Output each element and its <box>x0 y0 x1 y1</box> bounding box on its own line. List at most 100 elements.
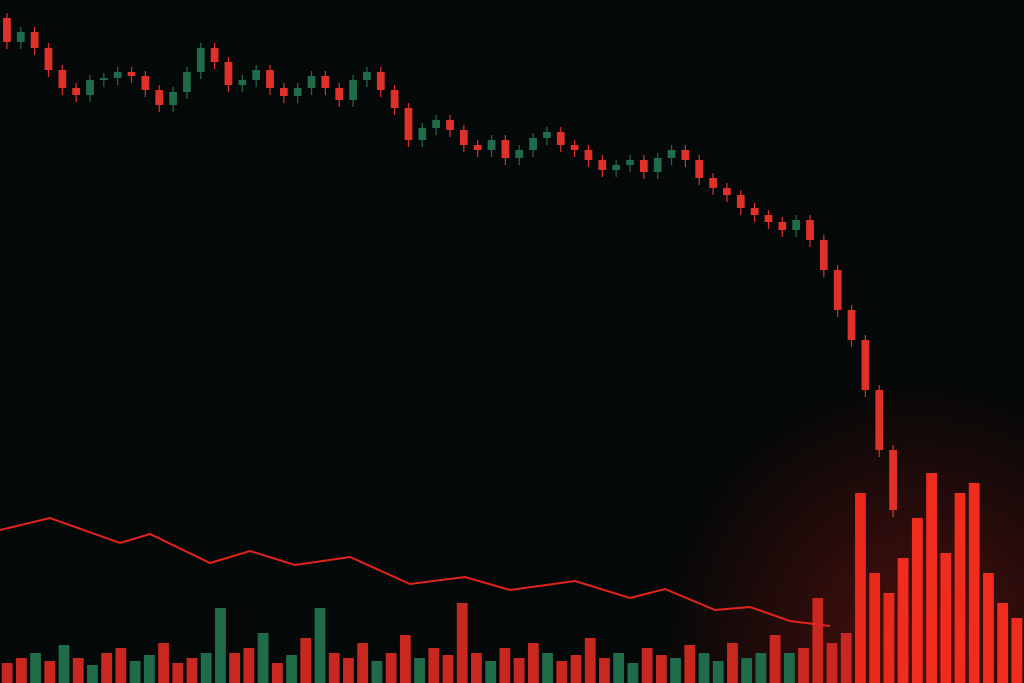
candle-body <box>667 150 676 158</box>
volume-bar <box>997 603 1009 683</box>
candle-body <box>307 76 316 88</box>
volume-bar <box>983 573 994 683</box>
candle-body <box>626 160 634 165</box>
candle-body <box>806 220 814 240</box>
volume-bar <box>229 653 241 683</box>
volume-bar <box>627 663 639 683</box>
candle-body <box>570 145 579 150</box>
volume-bar <box>485 661 497 683</box>
volume-bar <box>115 648 127 683</box>
candle-body <box>695 160 704 178</box>
volume-bar <box>399 635 411 683</box>
volume-bar <box>727 643 738 683</box>
candle-body <box>612 165 621 170</box>
candle-body <box>210 48 219 62</box>
candle-body <box>750 208 759 215</box>
candle-body <box>293 88 302 96</box>
volume-bar <box>58 645 70 683</box>
volume-bar <box>44 661 56 683</box>
candle-body <box>376 72 385 90</box>
volume-bar <box>911 518 923 683</box>
volume-bar <box>1 663 13 683</box>
volume-bar <box>143 655 155 683</box>
candle-body <box>113 72 122 78</box>
volume-bar <box>840 633 852 683</box>
volume-bar <box>556 661 568 683</box>
volume-bar <box>513 658 525 683</box>
volume-bar <box>783 653 795 683</box>
volume-bar <box>755 653 767 683</box>
candle-body <box>183 72 191 92</box>
volume-bar <box>897 558 909 683</box>
candle-body <box>58 70 67 88</box>
candle-body <box>764 215 773 222</box>
volume-bar <box>200 653 212 683</box>
volume-bar <box>584 638 596 683</box>
volume-bar <box>343 658 354 683</box>
candle-body <box>363 72 371 80</box>
candle-body <box>889 450 897 510</box>
candle-body <box>861 340 870 390</box>
volume-bar <box>215 608 226 683</box>
volume-bar <box>442 655 454 683</box>
candle-body <box>501 140 510 158</box>
volume-bar <box>613 653 625 683</box>
volume-bar <box>812 598 824 683</box>
candle-body <box>598 160 607 170</box>
volume-bar <box>87 665 98 683</box>
candle-body <box>875 390 884 450</box>
volume-bar <box>940 553 952 683</box>
candle-body <box>238 80 247 85</box>
candle-body <box>266 70 274 88</box>
volume-bar <box>414 658 425 683</box>
candle-body <box>847 310 856 340</box>
candle-body <box>487 140 496 150</box>
volume-bar <box>129 661 141 683</box>
volume-bar <box>670 658 681 683</box>
candle-body <box>833 270 842 310</box>
candle-body <box>529 138 537 150</box>
volume-bar <box>72 658 84 683</box>
candle-body <box>30 32 39 48</box>
candle-body <box>72 88 81 95</box>
candle-body <box>141 76 150 90</box>
volume-bar <box>570 655 582 683</box>
volume-bar <box>769 635 781 683</box>
candle-body <box>252 70 261 80</box>
volume-bar <box>1011 618 1023 683</box>
candle-body <box>169 92 177 105</box>
candle-body <box>390 90 399 108</box>
candle-body <box>515 150 524 158</box>
candle-body <box>736 195 745 208</box>
candle-body <box>473 145 482 150</box>
candle-body <box>224 62 233 85</box>
candle-body <box>778 222 787 230</box>
volume-bar <box>30 653 41 683</box>
volume-bar <box>684 645 696 683</box>
candle-body <box>432 120 441 128</box>
candle-body <box>99 78 108 80</box>
candle-body <box>584 150 593 160</box>
volume-bar <box>883 593 895 683</box>
candle-body <box>155 90 164 105</box>
volume-bar <box>826 643 838 683</box>
candle-body <box>321 76 330 88</box>
volume-bar <box>798 648 809 683</box>
volume-bar <box>968 483 980 683</box>
volume-bar <box>243 648 255 683</box>
candle-body <box>86 80 94 95</box>
candle-body <box>196 48 205 72</box>
volume-bar <box>357 643 369 683</box>
volume-bar <box>698 653 710 683</box>
candle-body <box>127 72 136 76</box>
volume-bar <box>428 648 440 683</box>
volume-bar <box>599 658 610 683</box>
candle-body <box>819 240 828 270</box>
volume-bar <box>101 653 113 683</box>
candle-body <box>556 132 565 145</box>
volume-bar <box>855 493 866 683</box>
volume-bar <box>499 648 511 683</box>
candle-body <box>349 80 357 100</box>
